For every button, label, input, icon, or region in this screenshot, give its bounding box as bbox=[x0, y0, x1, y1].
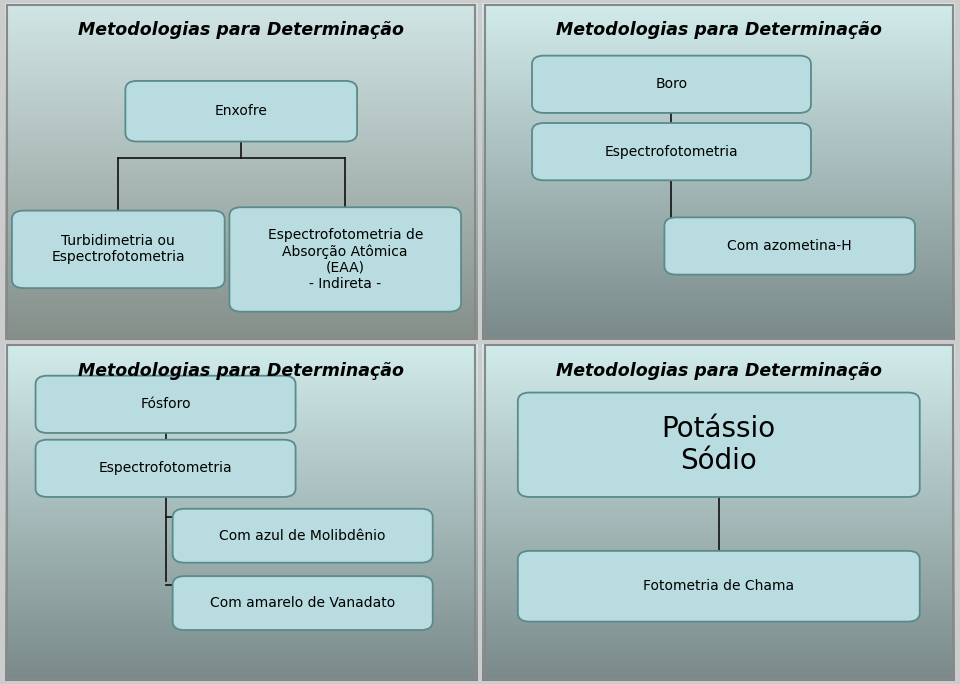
Text: Espectrofotometria: Espectrofotometria bbox=[99, 461, 232, 475]
Text: Turbidimetria ou
Espectrofotometria: Turbidimetria ou Espectrofotometria bbox=[52, 234, 185, 265]
FancyBboxPatch shape bbox=[173, 509, 433, 563]
FancyBboxPatch shape bbox=[532, 123, 811, 181]
Text: Fósforo: Fósforo bbox=[140, 397, 191, 411]
Text: Potássio
Sódio: Potássio Sódio bbox=[661, 415, 776, 475]
FancyBboxPatch shape bbox=[12, 211, 225, 288]
Text: Metodologias para Determinação: Metodologias para Determinação bbox=[556, 362, 882, 380]
Text: Com amarelo de Vanadato: Com amarelo de Vanadato bbox=[210, 596, 396, 610]
Text: Boro: Boro bbox=[656, 77, 687, 91]
Text: Com azometina-H: Com azometina-H bbox=[728, 239, 852, 253]
FancyBboxPatch shape bbox=[664, 218, 915, 274]
FancyBboxPatch shape bbox=[517, 551, 920, 622]
FancyBboxPatch shape bbox=[36, 376, 296, 433]
Text: Enxofre: Enxofre bbox=[215, 104, 268, 118]
Text: Metodologias para Determinação: Metodologias para Determinação bbox=[556, 21, 882, 40]
Text: Com azul de Molibdênio: Com azul de Molibdênio bbox=[220, 529, 386, 542]
FancyBboxPatch shape bbox=[36, 440, 296, 497]
Text: Metodologias para Determinação: Metodologias para Determinação bbox=[78, 21, 404, 40]
FancyBboxPatch shape bbox=[126, 81, 357, 142]
FancyBboxPatch shape bbox=[229, 207, 461, 312]
FancyBboxPatch shape bbox=[173, 576, 433, 630]
Text: Espectrofotometria: Espectrofotometria bbox=[605, 144, 738, 159]
Text: Metodologias para Determinação: Metodologias para Determinação bbox=[78, 362, 404, 380]
Text: Fotometria de Chama: Fotometria de Chama bbox=[643, 579, 794, 593]
FancyBboxPatch shape bbox=[532, 55, 811, 113]
FancyBboxPatch shape bbox=[517, 393, 920, 497]
Text: Espectrofotometria de
Absorção Atômica
(EAA)
- Indireta -: Espectrofotometria de Absorção Atômica (… bbox=[268, 228, 423, 291]
